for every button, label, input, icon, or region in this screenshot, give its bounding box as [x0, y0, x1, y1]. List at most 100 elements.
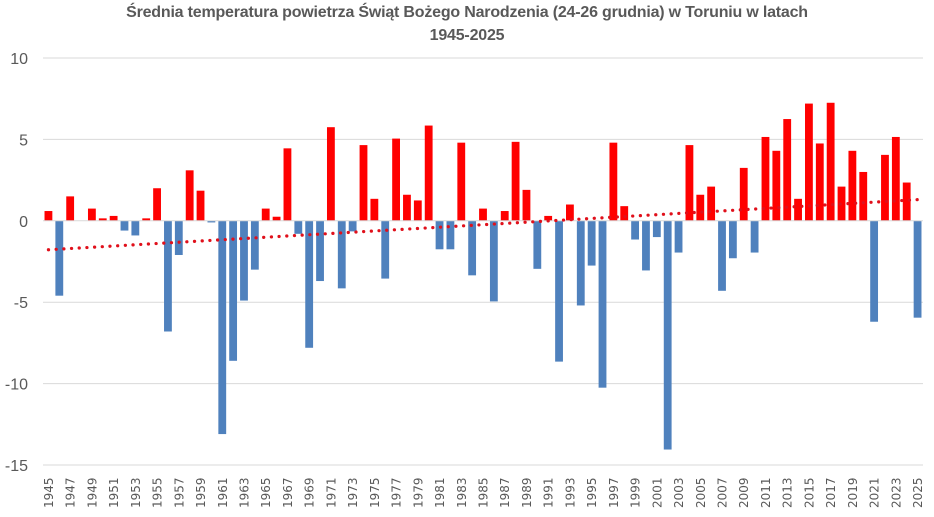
x-tick-label: 1975 [368, 477, 382, 508]
bar-1993 [566, 204, 574, 221]
bar-1973 [348, 220, 357, 232]
bar-1974 [359, 145, 368, 221]
chart-title: Średnia temperatura powietrza Świąt Boże… [126, 4, 808, 21]
bar-1958 [185, 170, 194, 221]
y-tick-label: 0 [19, 214, 28, 231]
bar-2021 [870, 220, 879, 322]
bar-1951 [109, 215, 118, 221]
y-tick-label: 5 [19, 132, 28, 149]
bar-1994 [576, 220, 585, 306]
x-tick-label: 2009 [737, 477, 751, 508]
x-tick-label: 2023 [889, 477, 903, 508]
x-tick-label: 2001 [650, 477, 664, 508]
trendline [46, 198, 920, 252]
bar-2023 [891, 136, 900, 221]
bar-1962 [229, 220, 238, 361]
bar-2013 [783, 119, 792, 221]
bar-2002 [663, 220, 672, 450]
bar-2006 [707, 186, 716, 221]
bar-1987 [500, 211, 509, 221]
bar-1972 [337, 220, 346, 289]
x-tick-label: 1981 [433, 477, 447, 508]
bar-1950 [98, 218, 107, 221]
bar-2005 [696, 194, 705, 221]
bar-2007 [718, 220, 726, 291]
x-tick-label: 1959 [194, 477, 208, 508]
bar-1954 [142, 218, 151, 221]
bar-1984 [468, 220, 477, 276]
x-tick-label: 1995 [585, 477, 599, 508]
bar-1952 [120, 220, 129, 231]
bar-1949 [87, 208, 96, 221]
bar-2016 [815, 143, 824, 221]
bar-2008 [728, 220, 737, 259]
x-tick-label: 1965 [259, 477, 273, 508]
x-tick-label: 1967 [281, 477, 295, 508]
x-tick-label: 1985 [477, 477, 491, 508]
bar-2025 [913, 220, 922, 318]
bar-1981 [435, 220, 444, 250]
x-tick-label: 1987 [498, 477, 512, 508]
bar-1975 [370, 198, 379, 221]
x-tick-label: 1991 [542, 477, 556, 508]
x-tick-label: 1979 [411, 477, 425, 508]
y-tick-label: -5 [14, 295, 28, 312]
bar-1965 [261, 208, 270, 221]
zero-axis [43, 220, 923, 466]
bar-1999 [631, 220, 640, 240]
bar-1978 [403, 194, 411, 221]
bar-1967 [283, 148, 292, 221]
bar-2001 [652, 220, 661, 238]
x-tick-label: 1983 [455, 477, 469, 508]
bar-2019 [848, 150, 857, 221]
bar-2014 [794, 198, 802, 221]
x-tick-label: 2003 [672, 477, 686, 508]
bar-1966 [272, 216, 281, 221]
bar-1955 [153, 188, 161, 221]
bars [44, 102, 922, 450]
bar-1968 [294, 220, 303, 234]
x-tick-label: 2021 [868, 477, 882, 508]
bar-2012 [772, 150, 781, 221]
bar-2022 [881, 154, 889, 221]
x-axis-ticks: 1945 1947 1949 1951 1953 1955 1957 1959 1961 1963… [42, 477, 925, 508]
bar-1971 [326, 127, 335, 221]
bar-1983 [457, 142, 466, 221]
bar-1977 [392, 138, 400, 221]
bar-2015 [805, 103, 813, 221]
trendline-line [46, 198, 920, 252]
bar-1988 [511, 141, 520, 221]
x-tick-label: 2019 [846, 477, 860, 508]
x-tick-label: 2017 [824, 477, 838, 508]
y-tick-label: -15 [5, 458, 28, 475]
bar-1960 [207, 220, 216, 223]
x-tick-label: 2005 [694, 477, 708, 508]
bar-1953 [131, 220, 140, 236]
bar-2003 [674, 220, 683, 253]
bar-2010 [750, 220, 759, 253]
bar-1969 [305, 220, 314, 348]
bar-1959 [196, 190, 205, 221]
bar-2009 [739, 167, 748, 221]
x-tick-label: 2007 [716, 477, 730, 508]
x-tick-label: 1999 [629, 477, 643, 508]
bar-1980 [424, 125, 433, 221]
x-tick-label: 2015 [802, 477, 816, 508]
bar-2020 [859, 171, 868, 221]
bar-1961 [218, 220, 227, 435]
bar-1998 [620, 206, 629, 221]
bar-1964 [250, 220, 259, 270]
x-tick-label: 1951 [107, 477, 121, 508]
chart-subtitle: 1945-2025 [429, 27, 505, 44]
x-tick-label: 1973 [346, 477, 360, 508]
bar-1985 [479, 208, 487, 221]
x-tick-label: 2013 [781, 477, 795, 508]
bar-2017 [826, 102, 835, 221]
x-tick-label: 1977 [390, 477, 404, 508]
bar-1976 [381, 220, 390, 279]
bar-1945 [44, 211, 53, 221]
x-tick-label: 2025 [911, 477, 925, 508]
x-tick-label: 1945 [42, 477, 56, 508]
bar-1946 [55, 220, 64, 296]
